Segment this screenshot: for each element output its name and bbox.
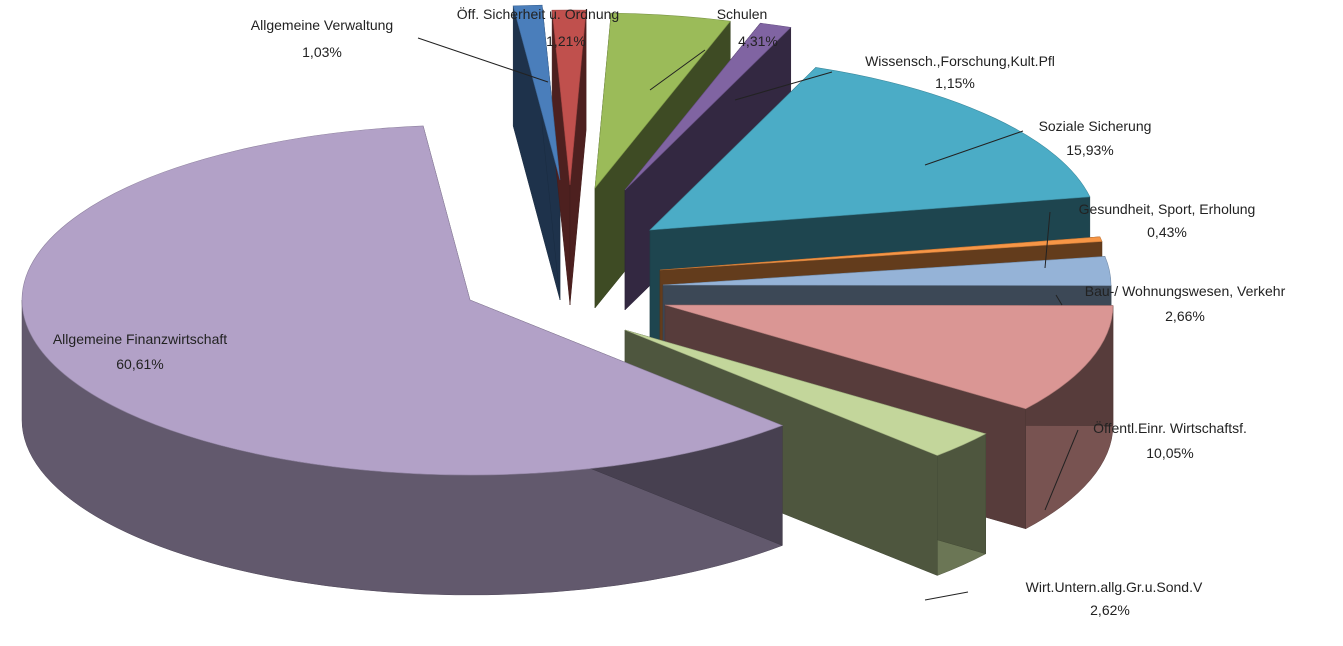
slice-label-6: Bau-/ Wohnungswesen, Verkehr	[1085, 283, 1286, 299]
slice-4	[649, 67, 1091, 231]
slice-value-9: 60,61%	[116, 356, 163, 372]
slice-value-5: 0,43%	[1147, 224, 1187, 240]
leader-lines	[417, 37, 1079, 601]
slice-label-0: Allgemeine Verwaltung	[251, 17, 393, 33]
slice-label-7: Öffentl.Einr. Wirtschaftsf.	[1093, 419, 1247, 436]
slice-9	[21, 125, 784, 476]
slice-0	[512, 4, 561, 181]
slice-value-4: 15,93%	[1066, 142, 1113, 158]
slice-label-5: Gesundheit, Sport, Erholung	[1079, 201, 1256, 217]
slice-7	[664, 304, 1114, 410]
slice-value-2: 4,31%	[738, 33, 778, 49]
leader-line-3	[734, 71, 833, 101]
slice-value-8: 2,62%	[1090, 602, 1130, 618]
slice-2	[594, 12, 731, 189]
leader-line-4	[924, 130, 1024, 166]
leader-line-7	[1044, 429, 1079, 511]
leader-line-2	[649, 49, 706, 91]
slice-1	[551, 9, 587, 186]
slice-6	[662, 256, 1112, 286]
slice-label-2: Schulen	[717, 6, 768, 22]
leader-line-6	[1055, 294, 1063, 306]
pie-tops	[21, 4, 1114, 476]
slice-labels: Allgemeine Verwaltung 1,03% Öff. Sicherhei…	[53, 5, 1286, 618]
slice-8	[624, 329, 987, 456]
slice-label-8: Wirt.Untern.allg.Gr.u.Sond.V	[1026, 579, 1203, 595]
slice-label-4: Soziale Sicherung	[1039, 118, 1152, 134]
slice-value-3: 1,15%	[935, 75, 975, 91]
slice-label-3: Wissensch.,Forschung,Kult.Pfl	[865, 53, 1055, 69]
leader-line-0	[417, 37, 549, 83]
slice-value-7: 10,05%	[1146, 445, 1193, 461]
slice-value-0: 1,03%	[302, 44, 342, 60]
slice-value-6: 2,66%	[1165, 308, 1205, 324]
slice-5	[659, 236, 1103, 271]
slice-label-9: Allgemeine Finanzwirtschaft	[53, 331, 227, 347]
slice-label-1: Öff. Sicherheit u. Ordnung	[457, 5, 619, 22]
leader-line-5	[1044, 211, 1051, 269]
slice-value-1: 1,21%	[546, 33, 586, 49]
slice-3	[624, 22, 792, 191]
leader-line-8	[924, 591, 969, 601]
